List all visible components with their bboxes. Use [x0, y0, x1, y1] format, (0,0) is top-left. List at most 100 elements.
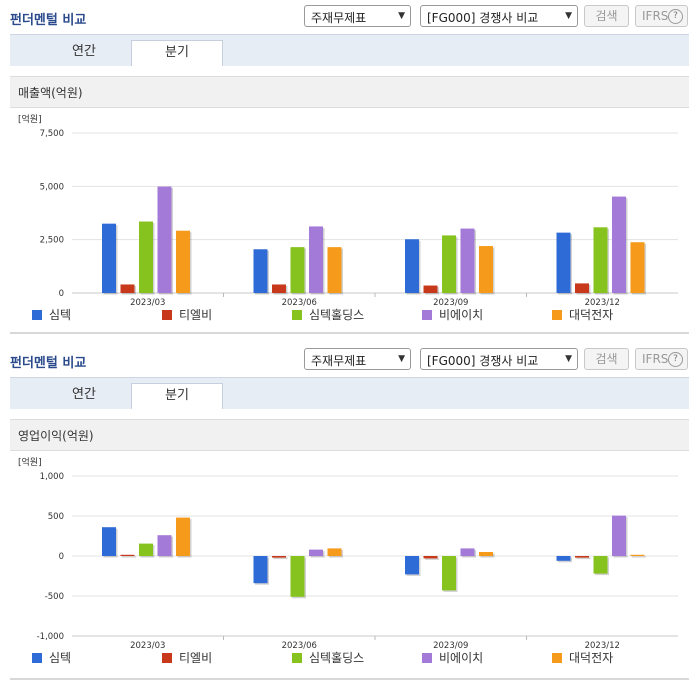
- bar: [272, 556, 286, 558]
- legend-swatch: [292, 310, 302, 320]
- legend-swatch: [552, 310, 562, 320]
- bar: [442, 556, 456, 591]
- bar: [139, 543, 153, 556]
- ifrs-button[interactable]: IFRS?: [635, 348, 688, 370]
- legend-swatch: [162, 310, 172, 320]
- bar-shadow: [273, 557, 288, 560]
- bar: [423, 285, 438, 293]
- tab-annual[interactable]: 연간: [72, 44, 96, 59]
- y-tick-label: 0: [59, 552, 64, 562]
- bar: [309, 226, 323, 293]
- bar: [120, 554, 135, 556]
- legend-label: 대덕전자: [569, 308, 614, 322]
- bar: [102, 223, 116, 293]
- panel-title: 펀더멘털 비교: [10, 13, 87, 28]
- legend-label: 티엘비: [179, 651, 213, 665]
- legend-label: 비에이치: [439, 308, 484, 322]
- legend-item[interactable]: 티엘비: [162, 649, 212, 666]
- chevron-down-icon: ▼: [398, 11, 405, 21]
- x-tick-label: 2023/06: [282, 298, 317, 306]
- x-tick-label: 2023/06: [282, 641, 317, 649]
- peer-group-select[interactable]: [FG000] 경쟁사 비교 ▼: [420, 5, 578, 27]
- bar: [460, 228, 475, 293]
- chart-legend: 심텍 티엘비 심텍홀딩스 비에이치 대덕전자: [0, 306, 696, 322]
- help-icon[interactable]: ?: [668, 352, 683, 367]
- peer-group-select[interactable]: [FG000] 경쟁사 비교 ▼: [420, 348, 578, 370]
- legend-item[interactable]: 심텍홀딩스: [292, 306, 364, 323]
- y-tick-label: 0: [59, 289, 64, 299]
- bar: [253, 249, 268, 293]
- x-tick-label: 2023/09: [433, 298, 468, 306]
- legend-item[interactable]: 비에이치: [422, 306, 483, 323]
- chevron-down-icon: ▼: [565, 11, 572, 21]
- search-button[interactable]: 검색: [584, 5, 629, 27]
- panel-title: 펀더멘털 비교: [10, 356, 87, 371]
- y-tick-label: -500: [45, 592, 64, 602]
- bar: [442, 235, 456, 293]
- search-button[interactable]: 검색: [584, 348, 629, 370]
- bar: [612, 515, 626, 556]
- legend-item[interactable]: 대덕전자: [552, 306, 613, 323]
- period-tabs: 연간 분기: [10, 34, 689, 66]
- legend-label: 비에이치: [439, 651, 484, 665]
- bar: [575, 283, 589, 293]
- legend-item[interactable]: 티엘비: [162, 306, 212, 323]
- bar-shadow: [122, 556, 136, 558]
- legend-label: 대덕전자: [569, 651, 614, 665]
- tab-annual[interactable]: 연간: [72, 387, 96, 402]
- bar: [556, 556, 571, 561]
- legend-item[interactable]: 심텍: [32, 649, 71, 666]
- y-tick-label: 1,000: [40, 472, 64, 482]
- legend-item[interactable]: 대덕전자: [552, 649, 613, 666]
- bar: [556, 232, 571, 293]
- section-title: 영업이익(억원): [18, 429, 94, 443]
- chart-legend: 심텍 티엘비 심텍홀딩스 비에이치 대덕전자: [0, 649, 696, 665]
- legend-item[interactable]: 심텍: [32, 306, 71, 323]
- bar: [593, 227, 608, 293]
- x-tick-label: 2023/12: [585, 641, 620, 649]
- x-tick-label: 2023/12: [585, 298, 620, 306]
- bar: [460, 548, 475, 556]
- bar: [290, 556, 305, 597]
- statement-select[interactable]: 주재무제표 ▼: [304, 5, 411, 27]
- bar: [405, 239, 419, 293]
- legend-swatch: [552, 653, 562, 663]
- bar: [290, 247, 305, 293]
- bar: [593, 556, 608, 574]
- tab-quarter[interactable]: 분기: [131, 383, 223, 409]
- y-tick-label: -1,000: [37, 632, 64, 642]
- help-icon[interactable]: ?: [668, 9, 683, 24]
- x-tick-label: 2023/09: [433, 641, 468, 649]
- tab-quarter[interactable]: 분기: [131, 40, 223, 66]
- bar: [630, 242, 645, 293]
- bar: [120, 284, 135, 293]
- legend-swatch: [422, 653, 432, 663]
- bar: [612, 196, 626, 293]
- ifrs-button[interactable]: IFRS?: [635, 5, 688, 27]
- legend-item[interactable]: 비에이치: [422, 649, 483, 666]
- legend-swatch: [162, 653, 172, 663]
- bar: [405, 556, 419, 575]
- section-title: 매출액(억원): [18, 86, 83, 100]
- chevron-down-icon: ▼: [565, 354, 572, 364]
- legend-item[interactable]: 심텍홀딩스: [292, 649, 364, 666]
- bar: [327, 247, 342, 293]
- legend-label: 심텍홀딩스: [309, 651, 365, 665]
- legend-label: 심텍: [49, 651, 72, 665]
- y-tick-label: 5,000: [40, 182, 64, 192]
- bar: [272, 284, 286, 293]
- bar: [630, 554, 645, 556]
- sales-bar-chart: 0 2,500 5,000 7,500 2023/03 2023/06 2023/09 202…: [40, 129, 678, 306]
- x-tick-label: 2023/03: [130, 641, 165, 649]
- statement-select[interactable]: 주재무제표 ▼: [304, 348, 411, 370]
- legend-label: 심텍: [49, 308, 72, 322]
- divider: [10, 678, 689, 680]
- legend-swatch: [32, 653, 42, 663]
- legend-swatch: [292, 653, 302, 663]
- x-tick-label: 2023/03: [130, 298, 165, 306]
- unit-label: [억원]: [18, 115, 42, 125]
- bar: [157, 535, 172, 556]
- legend-swatch: [32, 310, 42, 320]
- bar: [423, 556, 438, 559]
- chevron-down-icon: ▼: [398, 354, 405, 364]
